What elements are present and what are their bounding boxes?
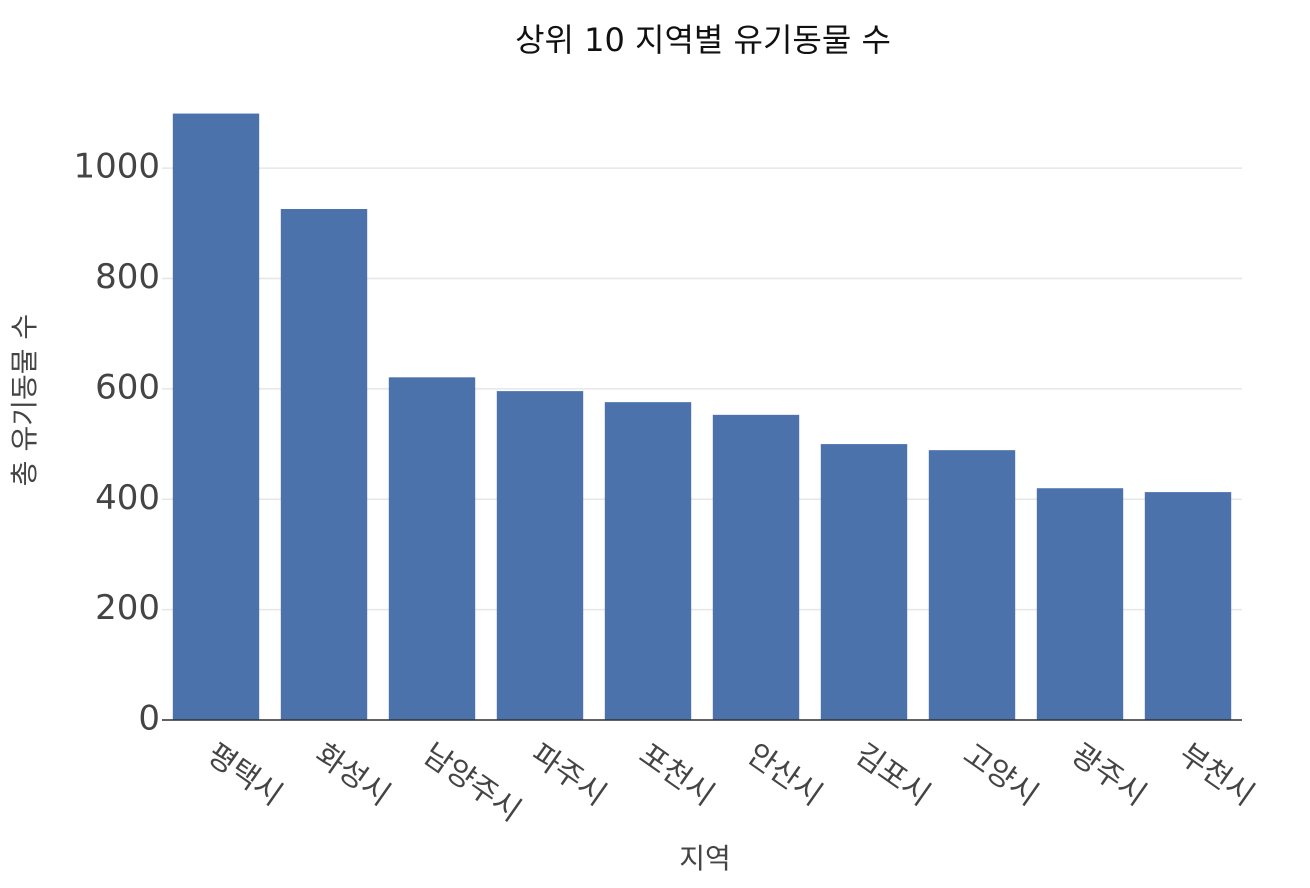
x-tick-label: 남양주시 (417, 737, 528, 829)
x-tick-label: 부천시 (1173, 737, 1261, 813)
x-tick-label: 김포시 (849, 737, 937, 813)
x-tick-label: 평택시 (201, 737, 289, 813)
y-tick-label: 0 (138, 699, 160, 739)
x-axis-title: 지역 (679, 842, 731, 875)
x-tick-label: 광주시 (1065, 737, 1153, 813)
bar (172, 113, 260, 720)
x-tick-label: 고양시 (957, 737, 1045, 813)
bar (496, 391, 584, 720)
bar (1144, 492, 1232, 720)
y-tick-label: 400 (95, 478, 160, 518)
x-tick-label: 안산시 (741, 737, 829, 813)
x-tick-label: 파주시 (525, 737, 613, 813)
bar (1036, 488, 1124, 720)
y-tick-label: 200 (95, 588, 160, 628)
bar (604, 402, 692, 720)
bar (712, 414, 800, 720)
y-tick-label: 800 (95, 257, 160, 297)
bar (388, 377, 476, 720)
y-axis-title: 총 유기동물 수 (8, 314, 41, 486)
chart-title: 상위 10 지역별 유기동물 수 (515, 21, 891, 59)
bar (820, 444, 908, 720)
y-tick-label: 1000 (73, 147, 160, 187)
bar (280, 209, 368, 720)
bar (928, 450, 1016, 720)
x-tick-label: 포천시 (633, 737, 721, 813)
x-tick-label: 화성시 (309, 737, 397, 813)
y-tick-label: 600 (95, 367, 160, 407)
